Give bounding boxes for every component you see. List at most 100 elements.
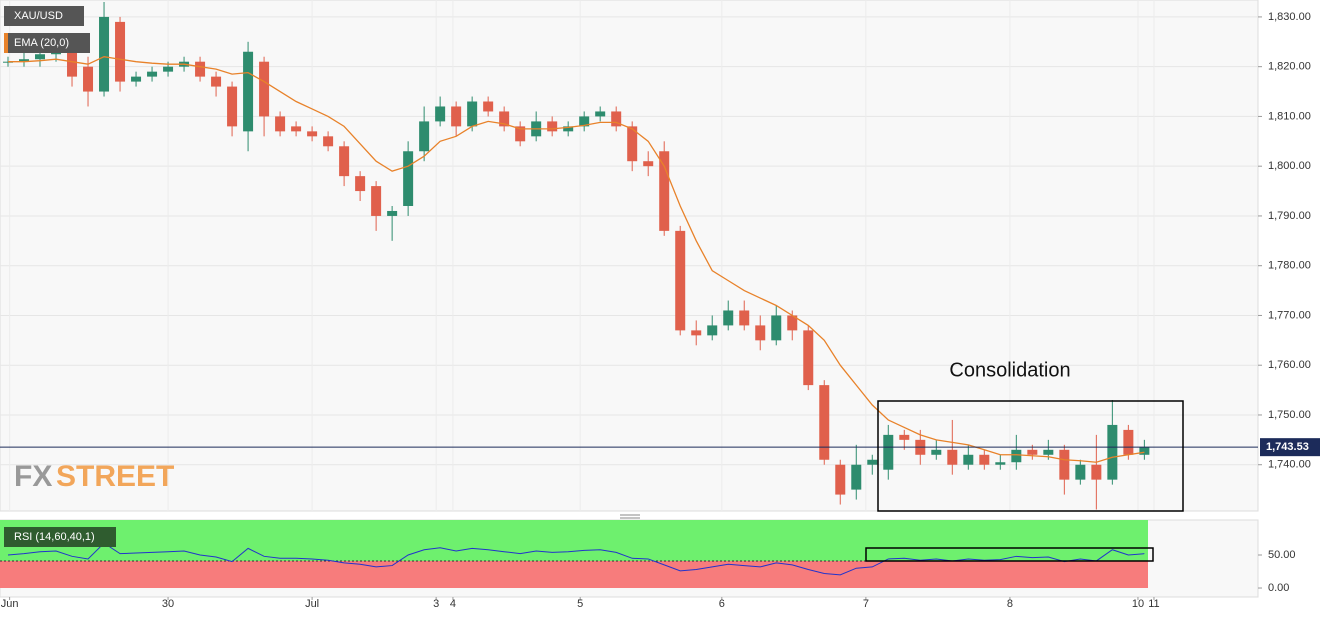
- candle-body: [243, 51, 254, 132]
- y-tick-label: 1,750.00: [1268, 409, 1311, 421]
- y-tick-label: 1,810.00: [1268, 110, 1311, 122]
- candle-body: [1139, 447, 1150, 455]
- candle-body: [707, 325, 718, 336]
- x-tick-label: 7: [863, 598, 869, 610]
- x-tick-label: Jul: [305, 598, 319, 610]
- candle-body: [259, 61, 270, 117]
- y-tick-label: 1,760.00: [1268, 359, 1311, 371]
- y-tick-label: 1,790.00: [1268, 210, 1311, 222]
- candle-body: [611, 111, 622, 127]
- candle-body: [67, 51, 78, 77]
- candle-body: [1107, 424, 1118, 480]
- candle-body: [1043, 449, 1054, 455]
- candle-body: [723, 310, 734, 326]
- candle-body: [819, 385, 830, 460]
- watermark-street: STREET: [56, 460, 174, 493]
- candle-body: [803, 330, 814, 386]
- candle-body: [1123, 429, 1134, 455]
- candle-body: [307, 131, 318, 137]
- main-plot: [0, 0, 1259, 512]
- candle-body: [979, 454, 990, 465]
- ema-line: [8, 56, 1145, 463]
- candle-body: [547, 121, 558, 132]
- candle-body: [1027, 449, 1038, 455]
- candle-body: [435, 106, 446, 122]
- candle-body: [947, 449, 958, 465]
- candle-body: [483, 101, 494, 112]
- candle-body: [115, 21, 126, 82]
- candle-body: [659, 151, 670, 231]
- candle-body: [563, 126, 574, 132]
- candle-body: [931, 449, 942, 455]
- candle-body: [771, 315, 782, 341]
- watermark-fx: FX: [14, 460, 52, 493]
- candle-body: [963, 454, 974, 465]
- annotation: Consolidation: [949, 359, 1070, 381]
- legend-ema: EMA (20,0): [14, 37, 69, 49]
- candle-body: [275, 116, 286, 132]
- x-tick-label: 3: [433, 598, 439, 610]
- legend-swatch: [4, 33, 8, 53]
- legend-box: [4, 33, 90, 53]
- candle-body: [739, 310, 750, 326]
- y-tick-label: 1,740.00: [1268, 459, 1311, 471]
- candle-body: [1059, 449, 1070, 480]
- candle-body: [355, 176, 366, 192]
- candle-body: [755, 325, 766, 341]
- rsi-lower-zone: [0, 561, 1148, 588]
- candle-body: [883, 434, 894, 470]
- x-tick-label: 4: [450, 598, 456, 610]
- candle-body: [387, 210, 398, 216]
- candle-body: [787, 315, 798, 331]
- consolidation-box: [877, 400, 1184, 512]
- candle-body: [131, 76, 142, 82]
- candle-body: [899, 434, 910, 440]
- candle-body: [835, 464, 846, 495]
- candle-body: [499, 111, 510, 127]
- candle-body: [451, 106, 462, 127]
- candle-body: [19, 59, 30, 62]
- candle-body: [211, 76, 222, 87]
- y-tick-label: 1,820.00: [1268, 61, 1311, 73]
- legend-box: [4, 527, 116, 547]
- rsi-upper-zone: [0, 520, 1148, 561]
- candle-body: [403, 151, 414, 206]
- x-tick-label: 8: [1007, 598, 1013, 610]
- candle-body: [467, 101, 478, 127]
- candle-body: [83, 66, 94, 92]
- candle-body: [627, 126, 638, 162]
- y-tick-label: 1,780.00: [1268, 260, 1311, 272]
- rsi-consolidation-box: [865, 547, 1154, 562]
- candle-body: [323, 136, 334, 147]
- last-price-box: [1260, 438, 1320, 457]
- y-tick-label: 0.00: [1268, 582, 1289, 594]
- candle-body: [515, 126, 526, 142]
- y-tick-label: 1,770.00: [1268, 309, 1311, 321]
- x-tick-label: Jun: [1, 598, 19, 610]
- y-tick-label: 50.00: [1268, 549, 1296, 561]
- candle-body: [579, 116, 590, 127]
- candle-body: [371, 186, 382, 216]
- candle-body: [163, 66, 174, 72]
- x-tick-label: 5: [577, 598, 583, 610]
- candle-body: [851, 464, 862, 490]
- candle-body: [1075, 464, 1086, 480]
- legend-box: [4, 6, 84, 26]
- candle-body: [691, 330, 702, 336]
- last-price-label: 1,743.53: [1266, 441, 1309, 453]
- legend-rsi: RSI (14,60,40,1): [14, 531, 95, 543]
- y-tick-label: 1,800.00: [1268, 160, 1311, 172]
- candle-body: [1011, 449, 1022, 463]
- candle-body: [595, 111, 606, 117]
- candle-body: [99, 16, 110, 92]
- candle-body: [419, 121, 430, 152]
- x-tick-label: 6: [719, 598, 725, 610]
- candle-body: [147, 71, 158, 77]
- candle-body: [675, 230, 686, 331]
- x-tick-label: 10: [1132, 598, 1144, 610]
- x-tick-label: 30: [162, 598, 174, 610]
- candle-body: [227, 86, 238, 127]
- candle-body: [643, 161, 654, 167]
- candle-body: [995, 462, 1006, 465]
